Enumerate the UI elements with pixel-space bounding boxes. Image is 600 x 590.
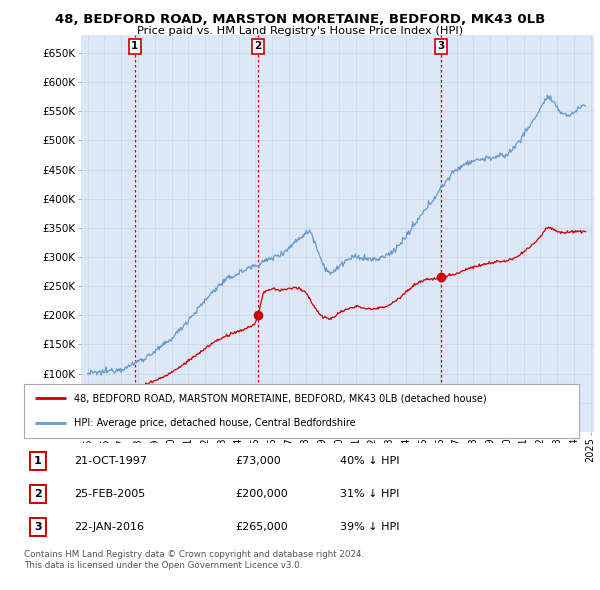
- Text: Price paid vs. HM Land Registry's House Price Index (HPI): Price paid vs. HM Land Registry's House …: [137, 26, 463, 36]
- Text: £265,000: £265,000: [235, 522, 287, 532]
- Text: 2: 2: [254, 41, 262, 51]
- Text: 25-FEB-2005: 25-FEB-2005: [74, 489, 145, 499]
- Text: 48, BEDFORD ROAD, MARSTON MORETAINE, BEDFORD, MK43 0LB: 48, BEDFORD ROAD, MARSTON MORETAINE, BED…: [55, 13, 545, 26]
- Text: This data is licensed under the Open Government Licence v3.0.: This data is licensed under the Open Gov…: [24, 560, 302, 569]
- Text: 39% ↓ HPI: 39% ↓ HPI: [340, 522, 400, 532]
- Text: 40% ↓ HPI: 40% ↓ HPI: [340, 456, 400, 466]
- Text: 1: 1: [34, 456, 42, 466]
- Text: HPI: Average price, detached house, Central Bedfordshire: HPI: Average price, detached house, Cent…: [74, 418, 356, 428]
- Text: Contains HM Land Registry data © Crown copyright and database right 2024.: Contains HM Land Registry data © Crown c…: [24, 550, 364, 559]
- Text: £200,000: £200,000: [235, 489, 287, 499]
- Text: 2: 2: [34, 489, 42, 499]
- Text: 3: 3: [34, 522, 41, 532]
- Text: 21-OCT-1997: 21-OCT-1997: [74, 456, 147, 466]
- Text: 22-JAN-2016: 22-JAN-2016: [74, 522, 144, 532]
- Text: 48, BEDFORD ROAD, MARSTON MORETAINE, BEDFORD, MK43 0LB (detached house): 48, BEDFORD ROAD, MARSTON MORETAINE, BED…: [74, 393, 487, 403]
- Text: 1: 1: [131, 41, 139, 51]
- Text: 31% ↓ HPI: 31% ↓ HPI: [340, 489, 400, 499]
- Text: £73,000: £73,000: [235, 456, 281, 466]
- Text: 3: 3: [437, 41, 445, 51]
